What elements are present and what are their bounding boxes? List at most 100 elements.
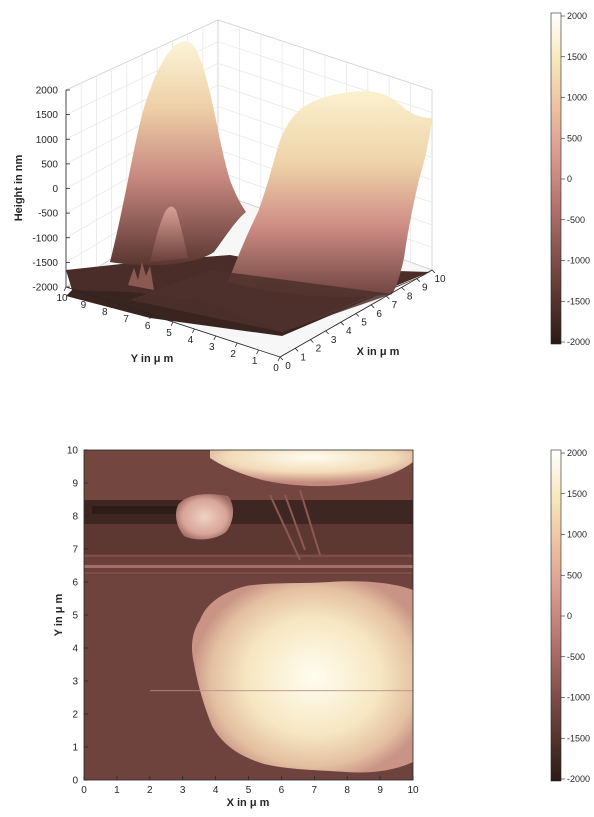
y-tick-mark bbox=[63, 286, 67, 292]
heatmap-y-axis: 0 1 2 3 4 5 6 7 8 9 10 bbox=[67, 446, 88, 787]
colorbar-tick-label: -2000 bbox=[567, 337, 590, 347]
x-tick-label: 6 bbox=[376, 309, 382, 320]
z-tick-label: 500 bbox=[41, 159, 58, 170]
colorbar-tick-label: 1000 bbox=[567, 530, 587, 540]
heatmap-horizontal-artifact bbox=[150, 690, 413, 692]
surface-tall-peak bbox=[110, 41, 246, 266]
surface-spikes bbox=[128, 262, 154, 290]
x-tick-mark bbox=[431, 269, 436, 274]
y-tick-mark bbox=[170, 321, 174, 327]
surface-x-label: X in μ m bbox=[357, 346, 400, 358]
y-tick-label: 9 bbox=[81, 300, 87, 311]
z-tick-label: -1000 bbox=[32, 233, 58, 244]
y-tick-label: 7 bbox=[123, 314, 129, 325]
surface-z-label: Height in nm bbox=[13, 154, 25, 221]
heatmap-streaks bbox=[269, 489, 321, 561]
surface-colorbar: 2000 1500 1000 500 0 -500 -1000 -1500 -2000 bbox=[550, 11, 590, 347]
x-tick-mark bbox=[310, 339, 314, 343]
colorbar-tick-label: 1000 bbox=[567, 93, 587, 103]
heatmap-x-tick-label: 5 bbox=[246, 785, 252, 796]
colorbar-tick-label: -1000 bbox=[567, 693, 590, 703]
colorbar-tick-label: -500 bbox=[567, 652, 585, 662]
y-tick-label: 4 bbox=[188, 335, 194, 346]
surface-small-bump bbox=[150, 206, 188, 262]
heatmap-small-blob bbox=[176, 494, 234, 540]
colorbar-tick-label: 1500 bbox=[567, 52, 587, 62]
surface-y-label: Y in μ m bbox=[131, 353, 174, 365]
y-tick-label: 5 bbox=[166, 328, 172, 339]
colorbar-tick-label: 500 bbox=[567, 570, 582, 580]
heatmap-y-label: Y in μ m bbox=[53, 593, 65, 636]
heatmap-image bbox=[84, 450, 413, 780]
z-tick-label: -1500 bbox=[32, 258, 58, 269]
colorbar-tick-label: 0 bbox=[567, 174, 572, 184]
heatmap-y-tick-label: 0 bbox=[72, 776, 78, 787]
heatmap-top-blob bbox=[210, 450, 413, 487]
x-tick-label: 7 bbox=[392, 300, 398, 311]
x-tick-mark bbox=[416, 278, 421, 282]
surface-y-axis: 0 1 2 3 4 5 6 7 8 9 10 Y in μ m bbox=[56, 286, 281, 374]
colorbar-tick-label: 1500 bbox=[567, 489, 587, 499]
x-tick-mark bbox=[340, 321, 345, 326]
y-tick-mark bbox=[149, 314, 152, 320]
y-tick-label: 10 bbox=[56, 293, 68, 304]
colorbar-tick-label: 0 bbox=[567, 611, 572, 621]
y-tick-mark bbox=[127, 307, 131, 313]
colorbar-tick-label: 2000 bbox=[567, 448, 587, 458]
y-tick-mark bbox=[256, 349, 259, 355]
y-tick-label: 0 bbox=[273, 363, 279, 374]
x-tick-label: 10 bbox=[434, 274, 446, 285]
x-tick-mark bbox=[325, 330, 329, 335]
y-tick-label: 3 bbox=[209, 342, 215, 353]
y-tick-label: 8 bbox=[102, 307, 108, 318]
x-tick-mark bbox=[279, 356, 284, 361]
heatmap-x-tick-label: 10 bbox=[407, 785, 419, 796]
heatmap-line-2 bbox=[84, 555, 413, 557]
x-tick-label: 9 bbox=[422, 283, 428, 294]
surface-gridline bbox=[65, 41, 433, 115]
heatmap-x-label: X in μ m bbox=[227, 797, 270, 809]
y-tick-mark bbox=[234, 342, 238, 348]
heatmap-x-tick-label: 8 bbox=[344, 785, 350, 796]
y-tick-mark bbox=[277, 356, 281, 362]
z-tick-label: -500 bbox=[38, 209, 58, 220]
heatmap-y-tick-label: 8 bbox=[72, 512, 78, 523]
x-tick-label: 5 bbox=[361, 318, 367, 329]
heatmap-y-tick-label: 10 bbox=[67, 446, 79, 457]
y-tick-label: 6 bbox=[145, 321, 151, 332]
y-tick-label: 2 bbox=[230, 349, 236, 360]
heatmap-x-tick-label: 3 bbox=[180, 785, 186, 796]
y-tick-mark bbox=[213, 335, 217, 341]
heatmap-y-tick-label: 2 bbox=[72, 710, 78, 721]
x-tick-label: 0 bbox=[285, 361, 291, 372]
x-tick-mark bbox=[355, 313, 360, 317]
z-tick-label: 1500 bbox=[36, 110, 59, 121]
heatmap-line-3 bbox=[84, 572, 413, 574]
heatmap-colorbar-bar bbox=[550, 449, 562, 782]
x-tick-label: 3 bbox=[331, 335, 337, 346]
heatmap-y-tick-label: 5 bbox=[72, 611, 78, 622]
heatmap-large-blob bbox=[192, 581, 413, 773]
x-tick-mark bbox=[370, 304, 375, 309]
colorbar-tick-label: -2000 bbox=[567, 774, 590, 784]
z-tick-label: 2000 bbox=[36, 86, 59, 97]
z-tick-label: 1000 bbox=[36, 135, 59, 146]
heatmap-mid-region bbox=[84, 524, 413, 554]
heatmap-y-tick-label: 3 bbox=[72, 677, 78, 688]
x-tick-label: 2 bbox=[316, 344, 322, 355]
heatmap-x-tick-label: 6 bbox=[279, 785, 285, 796]
x-tick-mark bbox=[386, 295, 390, 300]
heatmap-dark-band-inner bbox=[92, 506, 192, 514]
y-tick-mark bbox=[106, 300, 110, 306]
heatmap-x-tick-label: 9 bbox=[377, 785, 383, 796]
heatmap-x-tick-label: 4 bbox=[213, 785, 219, 796]
surface-front-floor bbox=[130, 270, 392, 332]
heatmap-y-tick-label: 6 bbox=[72, 578, 78, 589]
heatmap-y-tick-label: 4 bbox=[72, 644, 78, 655]
heatmap-panel: 0 1 2 3 4 5 6 7 8 9 10 0 1 2 3 4 5 6 7 8 9 10 X in μ m Y in … bbox=[53, 446, 590, 810]
y-tick-mark bbox=[85, 293, 88, 299]
x-tick-mark bbox=[401, 287, 405, 291]
